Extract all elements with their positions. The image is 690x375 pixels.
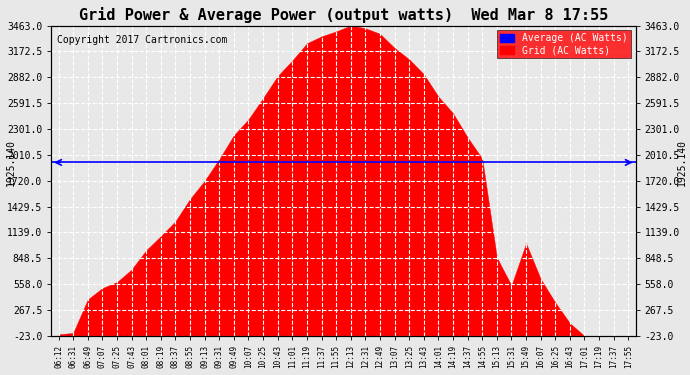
Text: Copyright 2017 Cartronics.com: Copyright 2017 Cartronics.com	[57, 35, 228, 45]
Title: Grid Power & Average Power (output watts)  Wed Mar 8 17:55: Grid Power & Average Power (output watts…	[79, 7, 608, 23]
Text: 1925.140: 1925.140	[676, 139, 687, 186]
Legend: Average (AC Watts), Grid (AC Watts): Average (AC Watts), Grid (AC Watts)	[497, 30, 631, 58]
Text: 1925.140: 1925.140	[6, 139, 16, 186]
